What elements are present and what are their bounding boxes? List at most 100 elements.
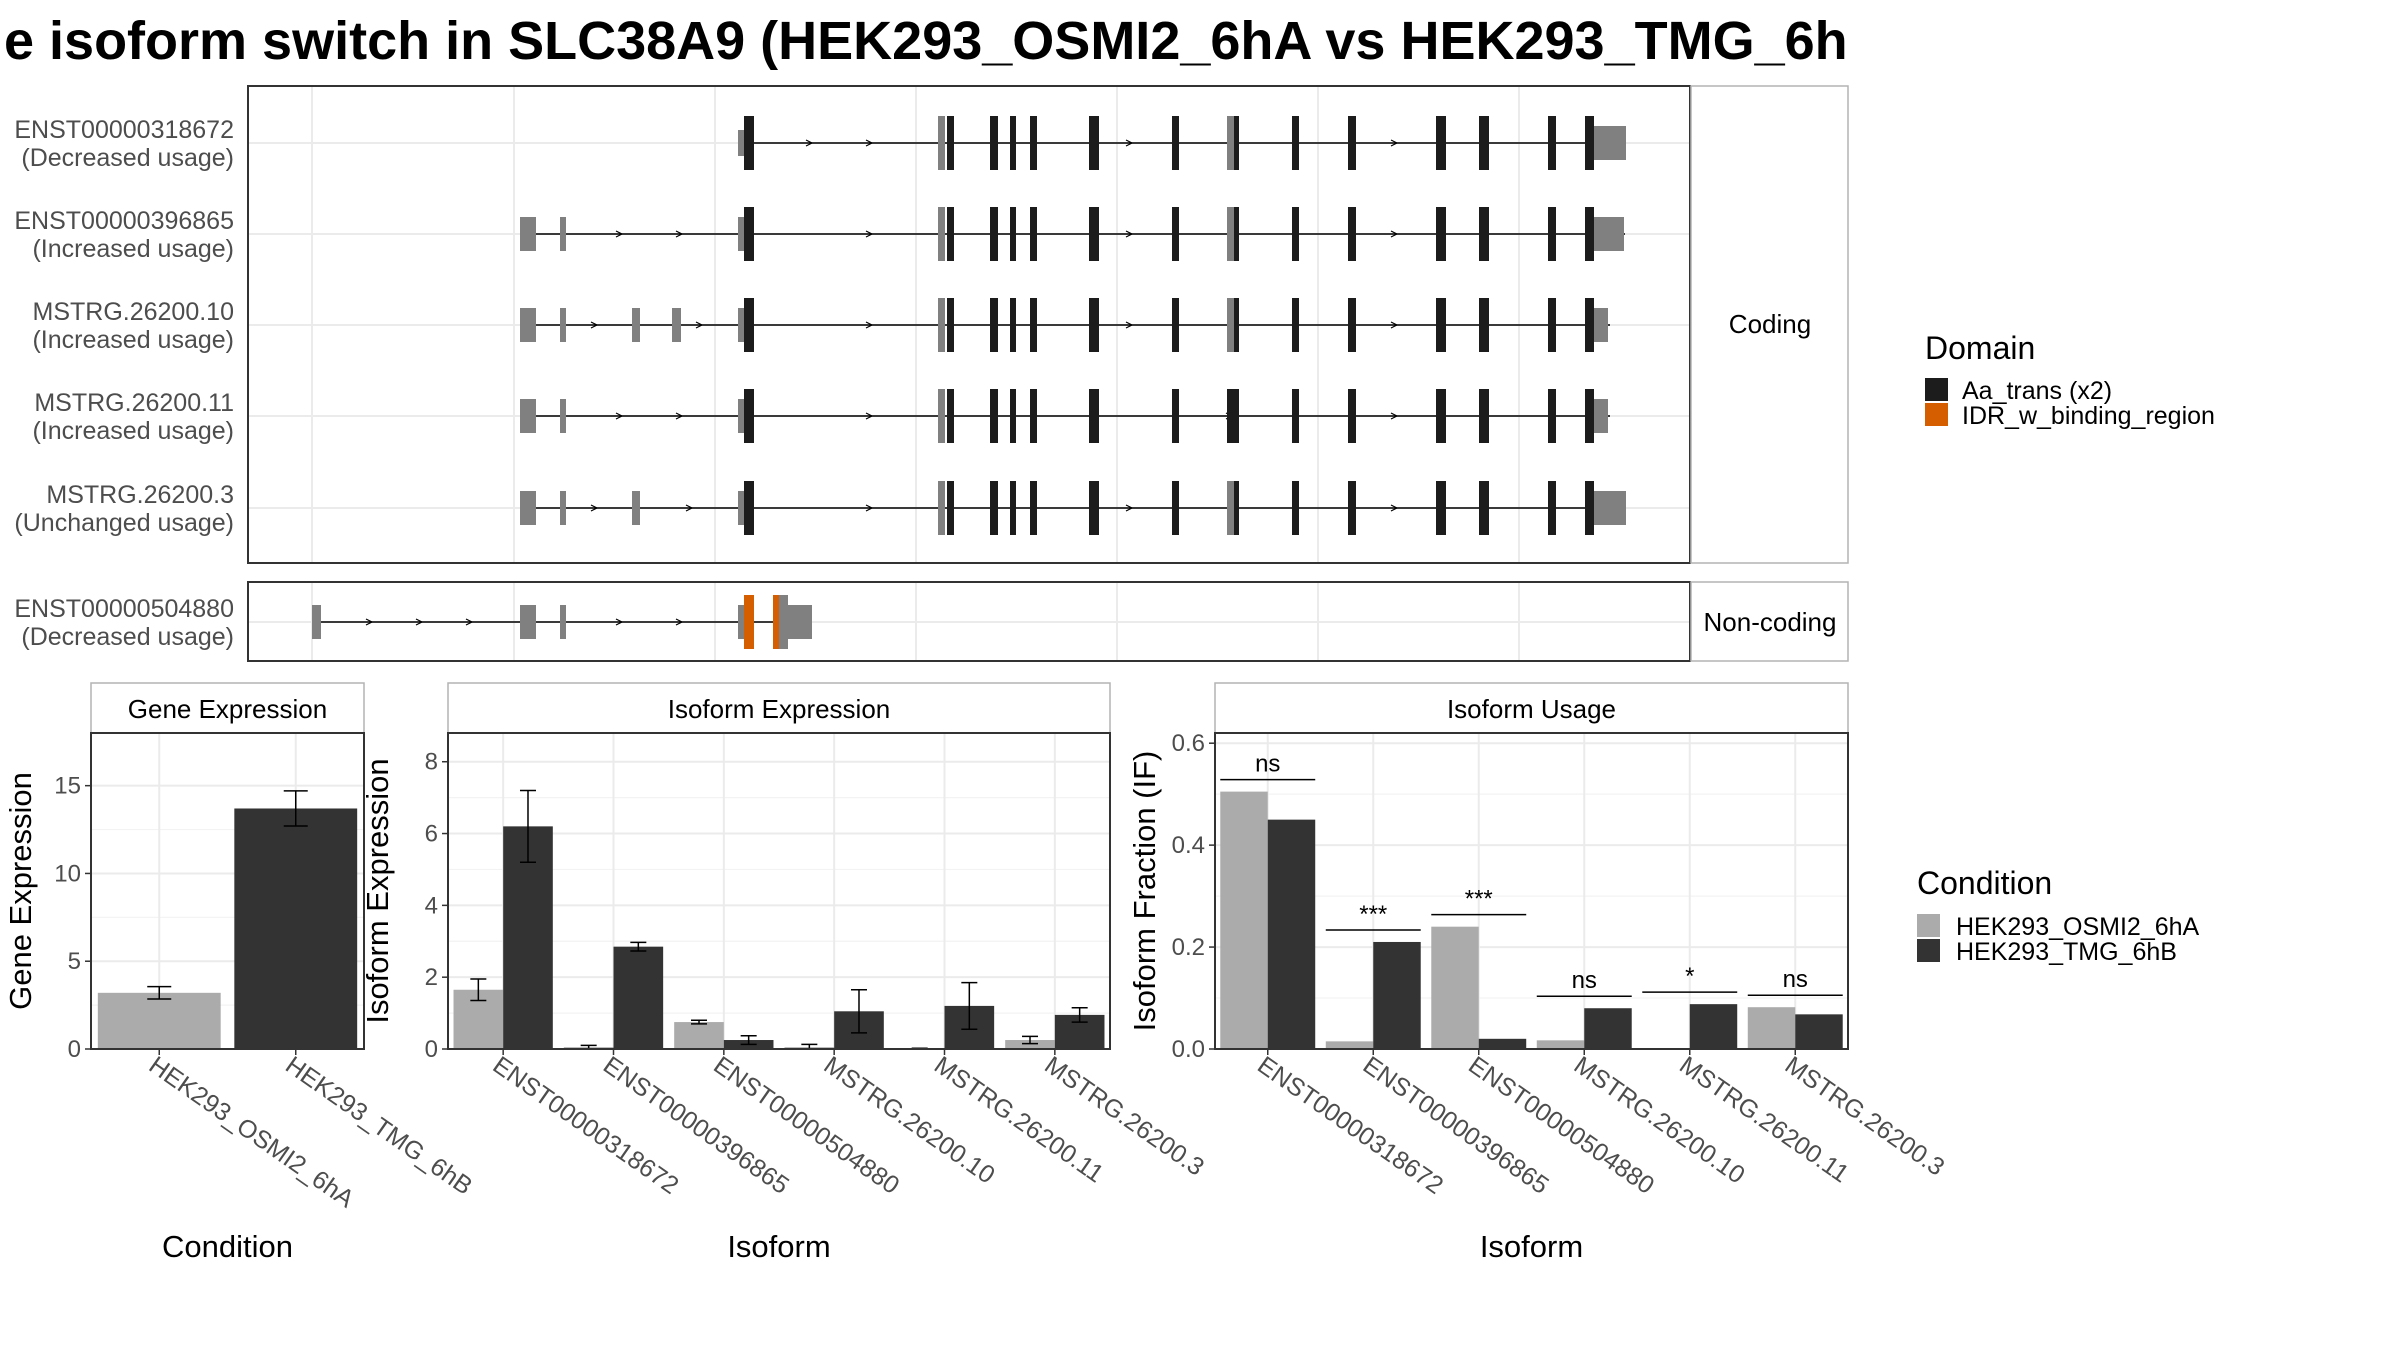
strand-arrow: [1390, 321, 1399, 329]
exon-block: [938, 298, 945, 352]
condition-legend-label: HEK293_OSMI2_6hA: [1956, 913, 2200, 941]
exon-block: [1172, 298, 1179, 352]
exon-block: [520, 605, 536, 639]
coding-strip: [1690, 85, 1849, 564]
condition-legend-swatch: [1917, 914, 1940, 937]
exon-block: [632, 308, 640, 342]
exon-block: [1348, 298, 1356, 352]
exon-block: [520, 491, 536, 525]
domain-legend-label: IDR_w_binding_region: [1962, 402, 2215, 430]
exon-block: [1348, 481, 1356, 535]
y-tick-label: 5: [68, 948, 81, 975]
exon-block: [672, 308, 681, 342]
exon-block: [1436, 207, 1446, 261]
strand-arrow: [865, 230, 874, 238]
exon-block: [1436, 116, 1446, 170]
y-tick-label: 0.2: [1172, 934, 1205, 961]
exon-block: [520, 217, 536, 251]
panel-strip: [90, 682, 365, 734]
strand-arrow: [1390, 412, 1399, 420]
exon-block: [1010, 116, 1016, 170]
significance-label: ns: [1572, 967, 1597, 994]
idr-domain-block: [773, 595, 779, 649]
bar-HEK293_TMG_6hB: [234, 808, 358, 1049]
y-axis-title: Isoform Fraction (IF): [1127, 751, 1162, 1032]
strand-arrow: [1125, 230, 1134, 238]
domain-legend-label: Aa_trans (x2): [1962, 377, 2112, 405]
panel-border: [1214, 732, 1849, 1050]
x-tick-label: MSTRG.26200.10: [1569, 1051, 1750, 1190]
noncoding-panel-border: [247, 581, 1691, 662]
exon-block: [560, 217, 566, 251]
y-axis-title: Gene Expression: [3, 772, 38, 1010]
strand-arrow: [865, 412, 874, 420]
exon-block: [947, 298, 954, 352]
exon-block: [1030, 389, 1037, 443]
exon-block: [1586, 389, 1594, 443]
exon-block: [1436, 481, 1446, 535]
exon-block: [1030, 207, 1037, 261]
exon-block: [1548, 481, 1556, 535]
exon-block: [1089, 481, 1099, 535]
strand-arrow: [1125, 504, 1134, 512]
exon-block: [1030, 481, 1037, 535]
exon-block: [1548, 298, 1556, 352]
significance-label: ns: [1255, 751, 1280, 778]
exon-block: [744, 298, 754, 352]
domain-legend-title: Domain: [1925, 330, 2035, 366]
transcript-id-label: ENST00000318672: [14, 116, 234, 144]
exon-block: [632, 491, 640, 525]
exon-block: [1292, 116, 1299, 170]
exon-block: [1348, 207, 1356, 261]
strand-arrow: [615, 412, 624, 420]
exon-block: [1348, 389, 1356, 443]
exon-block: [560, 399, 566, 433]
bar-HEK293_OSMI2_6hA-ENST00000504880: [1431, 926, 1479, 1049]
exon-block: [947, 481, 954, 535]
y-axis-title: Isoform Expression: [360, 758, 395, 1023]
strand-arrow: [685, 504, 694, 512]
transcript-id-label: MSTRG.26200.11: [34, 389, 234, 417]
exon-block: [1586, 116, 1594, 170]
strand-arrow: [590, 321, 599, 329]
bar-HEK293_TMG_6hB-ENST00000504880: [1478, 1038, 1527, 1049]
y-tick-label: 10: [54, 860, 81, 887]
exon-block: [938, 116, 945, 170]
panel-title: Gene Expression: [128, 694, 327, 724]
y-tick-label: 0: [425, 1036, 438, 1063]
strand-arrow: [675, 412, 684, 420]
exon-block: [1010, 481, 1016, 535]
exon-block: [1548, 389, 1556, 443]
transcript-usage-label: (Unchanged usage): [14, 509, 234, 537]
exon-block: [1010, 207, 1016, 261]
y-tick-label: 0.4: [1172, 832, 1205, 859]
bar-HEK293_OSMI2_6hA: [97, 992, 221, 1049]
significance-label: ns: [1783, 966, 1808, 993]
significance-label: *: [1685, 963, 1694, 990]
y-tick-label: 4: [425, 892, 438, 919]
exon-block: [947, 389, 954, 443]
significance-label: ***: [1359, 901, 1387, 928]
transcript-usage-label: (Increased usage): [32, 235, 234, 263]
exon-block: [990, 116, 998, 170]
y-tick-label: 2: [425, 964, 438, 991]
strand-arrow: [675, 230, 684, 238]
exon-block: [1172, 481, 1179, 535]
panel-title: Isoform Expression: [668, 694, 891, 724]
chart-panel-1: Isoform Expression 0 2 4 6 8 ENST00000318672EN…: [360, 682, 1209, 1264]
panel-strip: [1214, 682, 1849, 734]
exon-block: [1436, 389, 1446, 443]
utr-block: [1594, 399, 1608, 433]
strand-arrow: [1125, 321, 1134, 329]
exon-block: [1172, 207, 1179, 261]
exon-block: [744, 389, 754, 443]
y-tick-label: 0.6: [1172, 730, 1205, 757]
bar-HEK293_TMG_6hB-MSTRG.26200.10: [1584, 1008, 1632, 1049]
exon-block: [947, 116, 954, 170]
exon-block: [990, 389, 998, 443]
transcript-id-label: MSTRG.26200.3: [46, 481, 234, 509]
bar-HEK293_TMG_6hB-MSTRG.26200.11: [1689, 1004, 1738, 1049]
strand-arrow: [615, 618, 624, 626]
x-axis-title: Condition: [162, 1229, 293, 1264]
